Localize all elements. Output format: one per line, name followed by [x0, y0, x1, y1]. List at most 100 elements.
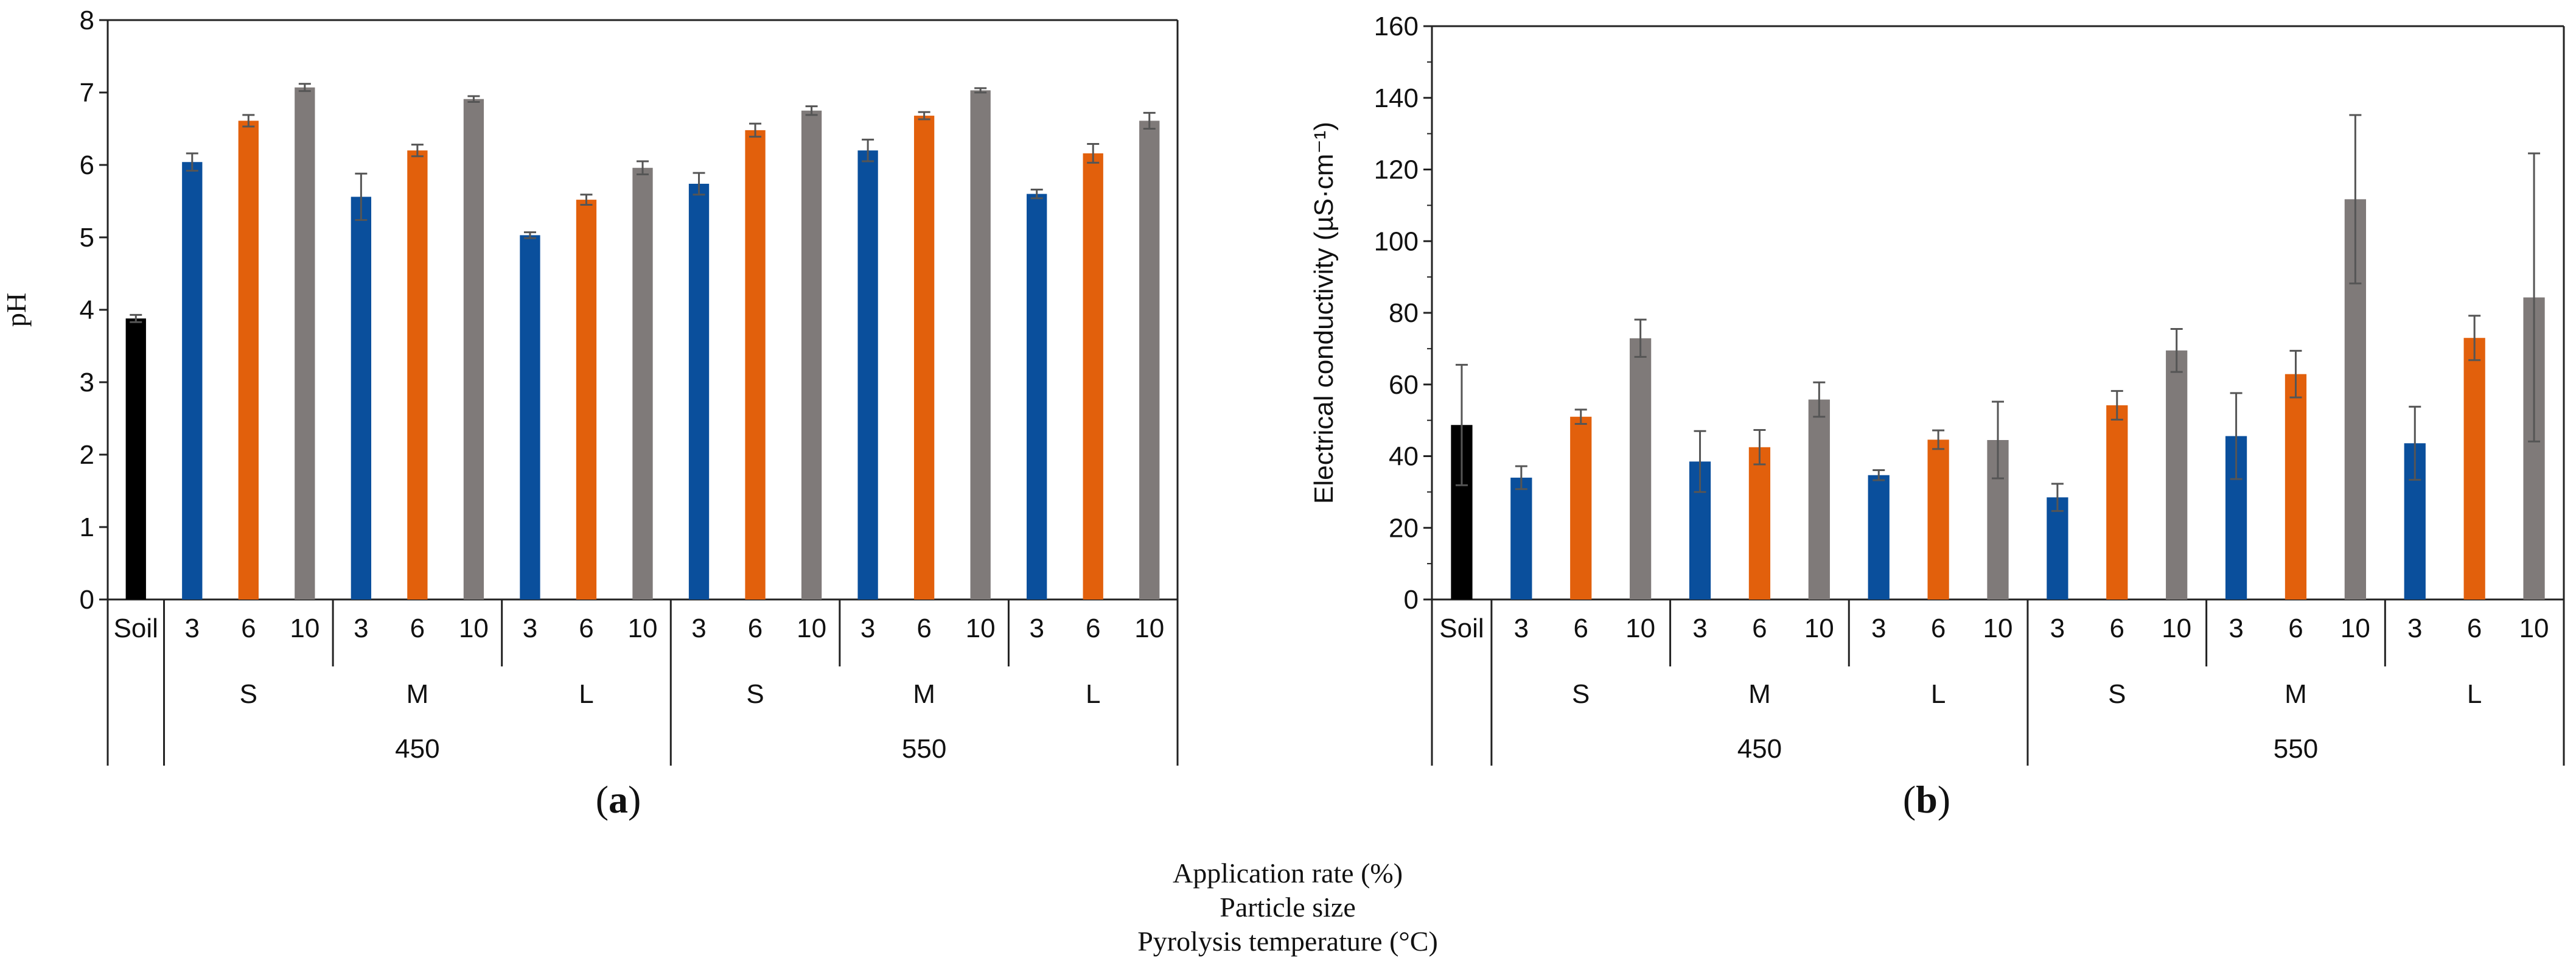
bar: [1083, 153, 1103, 599]
bar: [632, 167, 653, 599]
x-tick-label-rate: 3: [1692, 613, 1707, 643]
x-tick-label-rate: 3: [2050, 613, 2065, 643]
x-tick-label-rate: 3: [860, 613, 875, 643]
x-tick-label-rate: 3: [2407, 613, 2422, 643]
x-group-label-size: M: [2285, 679, 2307, 709]
y-axis-title: Electrical conductivity (µS·cm⁻¹): [1309, 122, 1339, 504]
x-tick-label-rate: 3: [185, 613, 200, 643]
bar: [1139, 121, 1160, 599]
bar: [125, 318, 146, 599]
bar: [182, 162, 203, 599]
x-tick-label-rate: 10: [797, 613, 826, 643]
bar: [1027, 194, 1047, 600]
x-group-label-size: L: [1931, 679, 1946, 709]
x-tick-label-rate: 6: [916, 613, 931, 643]
y-axis-title: pH: [1, 293, 32, 327]
x-group-label-size: M: [1748, 679, 1771, 709]
x-tick-label-rate: 6: [241, 613, 256, 643]
x-tick-label-rate: 3: [691, 613, 706, 643]
x-group-label-size: S: [240, 679, 257, 709]
x-tick-label-rate: 3: [354, 613, 368, 643]
bar: [1630, 338, 1652, 599]
x-tick-label-rate: 10: [2519, 613, 2549, 643]
x-group-label-size: L: [579, 679, 593, 709]
x-group-label-size: L: [2467, 679, 2482, 709]
bar: [970, 90, 991, 599]
x-tick-label-rate: 10: [1134, 613, 1164, 643]
bar: [857, 150, 878, 599]
x-group-label-size: L: [1086, 679, 1100, 709]
x-tick-label-rate: 3: [2229, 613, 2243, 643]
x-tick-label-rate: 6: [410, 613, 425, 643]
x-tick-label-rate: 6: [2110, 613, 2124, 643]
x-group-label-size: S: [1572, 679, 1590, 709]
bar: [2285, 374, 2307, 599]
x-tick-label-rate: 3: [1029, 613, 1044, 643]
y-tick-label: 120: [1374, 155, 1419, 185]
x-tick-label-rate: 10: [290, 613, 319, 643]
bar: [2106, 405, 2128, 599]
chart-panel-b: 0 20 40 60 80 100 120 140 160 Electrical conducti…: [1309, 12, 2565, 821]
y-tick-label: 3: [80, 368, 94, 397]
x-tick-label-rate: 3: [1871, 613, 1886, 643]
x-tick-label-rate: 6: [748, 613, 763, 643]
x-tick-label-rate: 10: [628, 613, 658, 643]
x-group-label-size: M: [913, 679, 935, 709]
x-tick-label-rate: 10: [459, 613, 489, 643]
y-tick-label: 1: [80, 512, 94, 542]
x-group-label-temperature: 450: [395, 734, 439, 764]
x-group-label-temperature: 550: [902, 734, 946, 764]
x-tick-label-rate: 10: [2162, 613, 2191, 643]
bar: [351, 197, 372, 599]
x-tick-label-rate: 10: [1804, 613, 1834, 643]
x-tick-label-rate: 6: [579, 613, 593, 643]
y-tick-label: 100: [1374, 226, 1419, 256]
y-tick-label: 7: [80, 78, 94, 108]
x-tick-label-rate: 6: [2467, 613, 2482, 643]
x-tick-label-rate: 6: [1752, 613, 1767, 643]
panel-label: (b): [1903, 778, 1950, 821]
bar: [576, 200, 597, 599]
bar: [238, 121, 259, 599]
x-tick-label-rate: 10: [1983, 613, 2013, 643]
footer-particle-size: Particle size: [1220, 892, 1356, 923]
x-tick-label-rate: Soil: [114, 613, 158, 643]
bar: [1868, 475, 1890, 599]
y-tick-label: 0: [80, 585, 94, 615]
x-group-label-size: S: [2108, 679, 2126, 709]
bar: [745, 130, 766, 599]
bar: [1510, 477, 1532, 599]
bar: [2166, 350, 2188, 599]
x-tick-label-rate: 10: [1625, 613, 1655, 643]
bar: [688, 183, 710, 599]
y-tick-label: 5: [80, 223, 94, 253]
bar: [801, 110, 822, 599]
bar: [295, 87, 315, 600]
x-tick-label-rate: 6: [1086, 613, 1100, 643]
y-tick-label: 140: [1374, 83, 1419, 113]
x-tick-label-rate: 10: [2340, 613, 2370, 643]
x-group-label-temperature: 450: [1737, 734, 1782, 764]
x-group-label-size: M: [407, 679, 429, 709]
bar: [520, 235, 540, 599]
y-tick-label: 8: [80, 5, 94, 35]
bar: [1570, 416, 1592, 599]
x-group-label-size: S: [746, 679, 764, 709]
bar: [1808, 399, 1830, 599]
x-tick-label-rate: 6: [1573, 613, 1588, 643]
bar: [1927, 439, 1949, 599]
x-tick-label-rate: 10: [966, 613, 996, 643]
footer-application-rate: Application rate (%): [1173, 858, 1403, 889]
x-tick-label-rate: 6: [2288, 613, 2303, 643]
panel-label: (a): [596, 778, 641, 821]
x-tick-label-rate: Soil: [1439, 613, 1484, 643]
shared-x-axis-legend: Application rate (%) Particle size Pyrol…: [1137, 858, 1438, 957]
y-tick-label: 60: [1389, 370, 1419, 400]
bar: [2463, 338, 2485, 599]
y-tick-label: 0: [1404, 585, 1419, 615]
y-tick-label: 160: [1374, 12, 1419, 41]
chart-panel-a: 0 1 2 3 4 5 6 7 8 pH Soil 3 6 10 3 6 10 3 6 10 3 6 10 3 6 10 3 6 10 S…: [1, 5, 1179, 821]
x-tick-label-rate: 6: [1931, 613, 1946, 643]
y-tick-label: 80: [1389, 298, 1419, 328]
